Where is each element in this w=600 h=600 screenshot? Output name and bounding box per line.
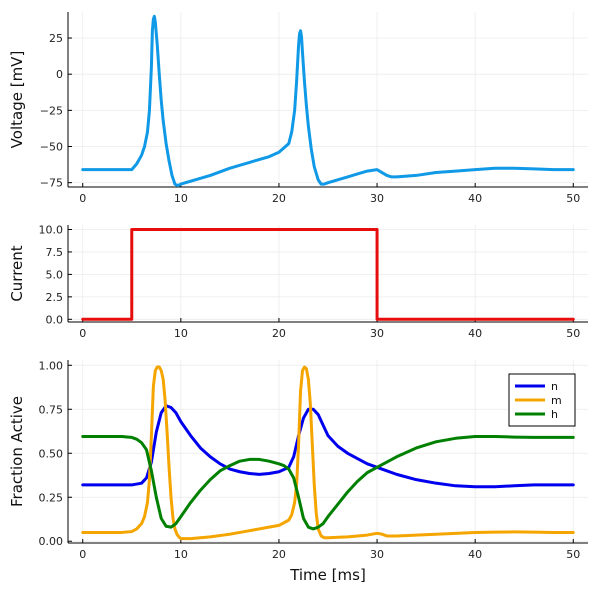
series-line-h	[81, 435, 575, 531]
x-tick-label: 30	[370, 327, 384, 340]
series-line-1	[81, 227, 575, 321]
x-tick-label: 50	[566, 548, 580, 561]
series-line-m	[81, 365, 575, 541]
y-tick-label: 0	[56, 68, 63, 81]
y-axis-label: Voltage [mV]	[8, 51, 26, 149]
legend-label-m: m	[551, 394, 562, 407]
x-tick-label: 40	[468, 548, 482, 561]
x-tick-label: 10	[174, 548, 188, 561]
y-tick-label: 10.0	[39, 223, 64, 236]
y-tick-label: 0.25	[39, 491, 64, 504]
y-tick-label: 0.00	[39, 535, 64, 548]
x-tick-label: 10	[174, 192, 188, 205]
x-tick-label: 0	[79, 548, 86, 561]
y-tick-label: 2.5	[46, 291, 64, 304]
y-tick-label: −25	[40, 104, 63, 117]
x-tick-label: 30	[370, 192, 384, 205]
plot-panel-3: 0 10 20 30 40 50 0.00 0.25 0.50 0.75 1.00 Fraction …	[8, 359, 588, 584]
y-tick-label: 7.5	[46, 246, 64, 259]
y-axis-label: Current	[8, 245, 26, 301]
y-tick-label: 1.00	[39, 359, 64, 372]
series-line-n	[81, 404, 575, 489]
x-tick-label: 40	[468, 192, 482, 205]
plot-panel-2: 0 10 20 30 40 50 0.0 2.5 5.0 7.5 10.0 Current	[8, 223, 588, 340]
x-tick-label: 0	[79, 327, 86, 340]
x-axis-label: Time [ms]	[289, 566, 366, 584]
x-tick-label: 50	[566, 327, 580, 340]
y-tick-label: −50	[40, 141, 63, 154]
y-axis-label: Fraction Active	[8, 396, 26, 507]
x-tick-label: 20	[272, 327, 286, 340]
y-tick-label: 0.0	[46, 313, 64, 326]
y-tick-label: 5.0	[46, 268, 64, 281]
series-line-1	[81, 14, 575, 188]
x-tick-label: 50	[566, 192, 580, 205]
x-tick-label: 0	[79, 192, 86, 205]
x-tick-label: 20	[272, 548, 286, 561]
legend: nmh	[508, 373, 576, 427]
x-tick-label: 40	[468, 327, 482, 340]
legend-label-n: n	[551, 380, 558, 393]
y-tick-label: −75	[40, 177, 63, 190]
y-tick-label: 0.50	[39, 447, 64, 460]
y-tick-label: 25	[49, 32, 63, 45]
y-tick-label: 0.75	[39, 403, 64, 416]
legend-label-h: h	[551, 408, 558, 421]
plot-panel-1: 0 10 20 30 40 50 −75 −50 −25 0 25 Voltage [mV]	[8, 12, 588, 205]
x-tick-label: 10	[174, 327, 188, 340]
x-tick-label: 30	[370, 548, 384, 561]
x-tick-label: 20	[272, 192, 286, 205]
